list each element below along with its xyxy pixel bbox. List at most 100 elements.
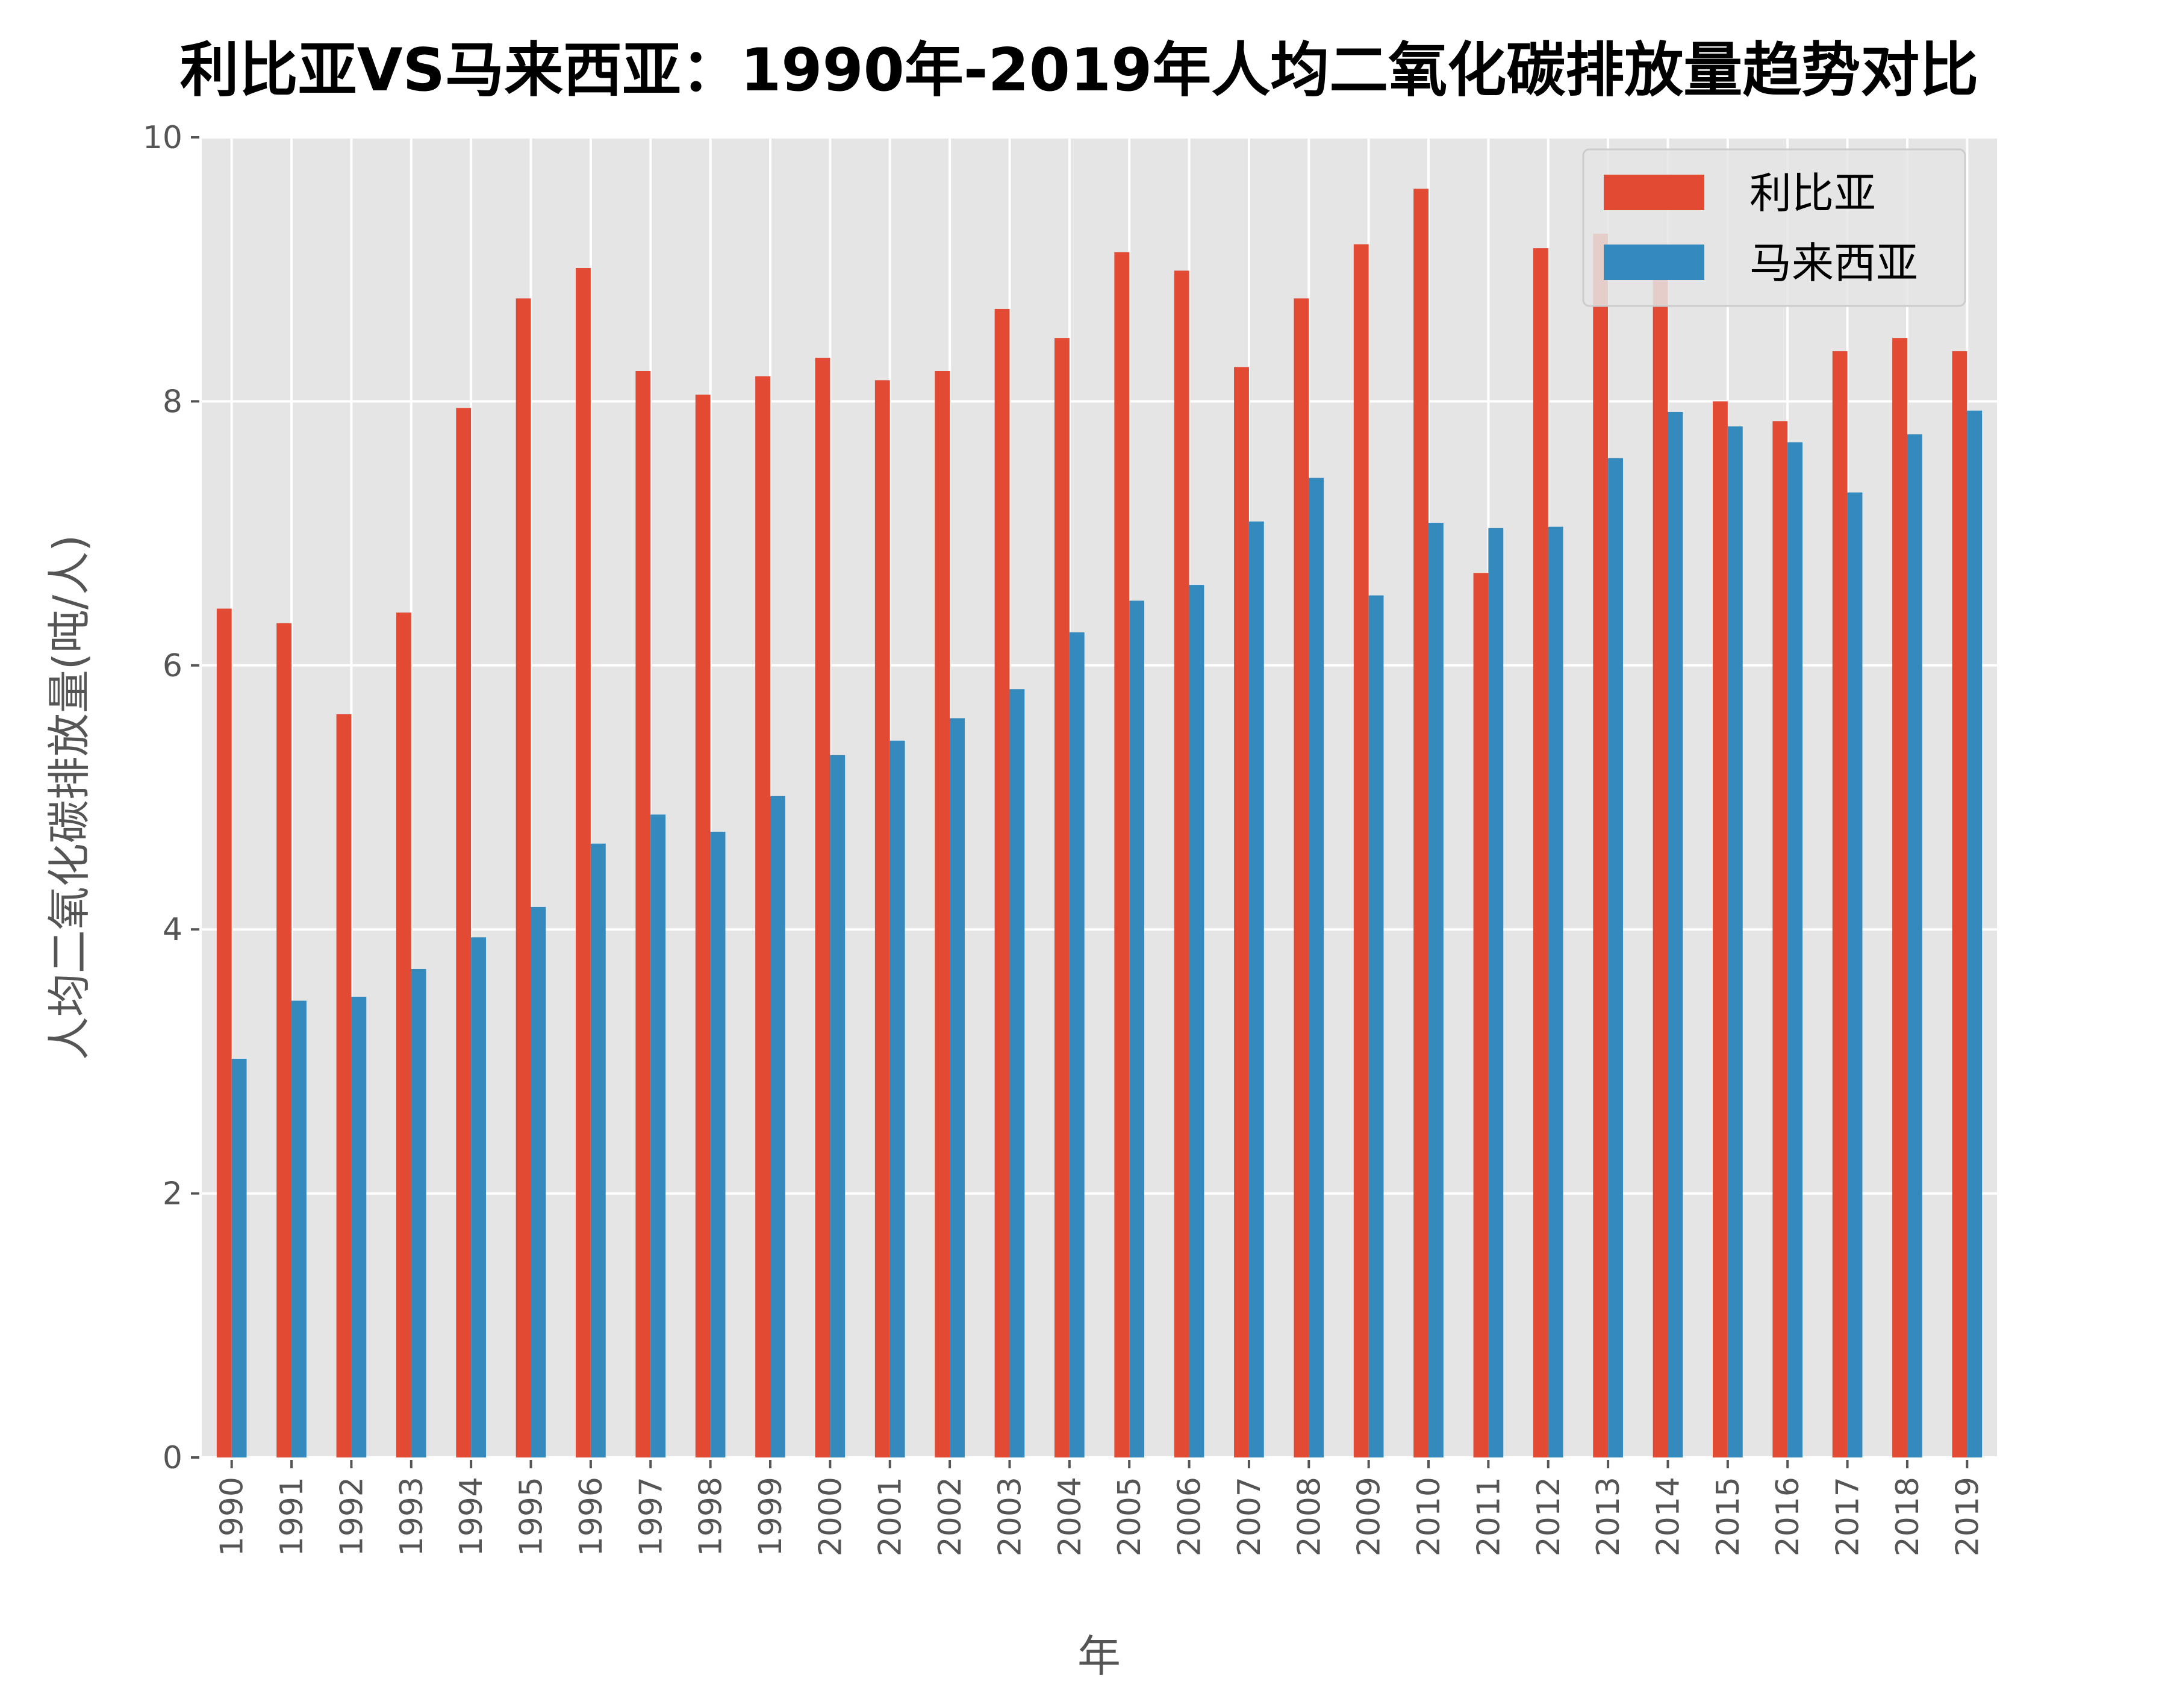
bar-malaysia-1996 <box>590 843 606 1457</box>
y-tick-label: 4 <box>163 912 182 948</box>
bar-malaysia-2017 <box>1847 492 1863 1458</box>
bar-malaysia-2012 <box>1548 526 1563 1457</box>
bar-malaysia-2005 <box>1129 600 1145 1457</box>
y-axis-ticks: 0 2 4 6 8 10 <box>143 120 199 1476</box>
y-tick-label: 8 <box>163 384 182 420</box>
bar-malaysia-2013 <box>1608 458 1623 1457</box>
bar-libya-2005 <box>1114 252 1130 1458</box>
bar-malaysia-2006 <box>1189 585 1204 1457</box>
bar-libya-1995 <box>516 298 531 1457</box>
bar-malaysia-1990 <box>231 1059 247 1457</box>
x-tick-label: 1993 <box>394 1477 430 1556</box>
legend-label-libya: 利比亚 <box>1749 169 1876 218</box>
x-tick-label: 2006 <box>1172 1477 1208 1556</box>
x-tick-label: 2009 <box>1351 1477 1388 1556</box>
bar-libya-2000 <box>815 358 830 1458</box>
bar-libya-2008 <box>1294 298 1309 1457</box>
bar-malaysia-2008 <box>1309 478 1324 1457</box>
x-tick-label: 2019 <box>1949 1477 1986 1556</box>
bar-libya-1998 <box>695 394 711 1458</box>
bar-libya-1991 <box>276 623 292 1457</box>
legend-label-malaysia: 马来西亚 <box>1749 238 1918 288</box>
x-tick-label: 2018 <box>1890 1477 1926 1556</box>
bar-malaysia-1993 <box>411 968 426 1457</box>
bar-malaysia-2014 <box>1668 411 1683 1457</box>
x-tick-label: 1994 <box>453 1477 490 1556</box>
bar-libya-2009 <box>1353 244 1369 1457</box>
x-tick-label: 2014 <box>1650 1477 1686 1556</box>
bar-libya-1992 <box>336 714 352 1457</box>
bar-libya-2011 <box>1473 573 1489 1457</box>
bar-malaysia-2015 <box>1727 426 1743 1457</box>
x-tick-label: 2000 <box>812 1477 849 1556</box>
bar-libya-2006 <box>1174 270 1189 1458</box>
bar-malaysia-1995 <box>531 906 546 1457</box>
bar-libya-1999 <box>755 376 770 1458</box>
x-tick-label: 2017 <box>1830 1477 1866 1556</box>
bar-libya-2015 <box>1713 401 1728 1457</box>
bar-malaysia-2016 <box>1787 442 1803 1457</box>
x-tick-label: 2005 <box>1112 1477 1148 1556</box>
y-tick-label: 0 <box>163 1440 182 1476</box>
bar-libya-2019 <box>1952 351 1967 1457</box>
bar-malaysia-1991 <box>291 1000 307 1457</box>
x-tick-label: 2010 <box>1411 1477 1447 1556</box>
x-tick-label: 1998 <box>693 1477 729 1556</box>
y-tick-label: 6 <box>163 648 182 684</box>
bar-libya-2001 <box>874 380 890 1457</box>
x-tick-label: 2002 <box>932 1477 968 1556</box>
x-tick-label: 1991 <box>274 1477 310 1556</box>
bar-libya-2007 <box>1234 367 1249 1458</box>
bar-malaysia-2019 <box>1967 410 1983 1457</box>
x-tick-label: 2013 <box>1590 1477 1627 1556</box>
bar-libya-2013 <box>1593 234 1609 1457</box>
bar-malaysia-2007 <box>1248 521 1264 1457</box>
x-tick-label: 2007 <box>1232 1477 1268 1556</box>
bar-libya-2014 <box>1653 279 1668 1458</box>
x-tick-label: 2016 <box>1770 1477 1806 1556</box>
legend-swatch-malaysia <box>1604 245 1704 280</box>
bar-libya-2012 <box>1533 248 1548 1458</box>
bar-libya-2003 <box>994 308 1010 1458</box>
bar-malaysia-2018 <box>1907 434 1922 1458</box>
legend-swatch-libya <box>1604 175 1704 210</box>
x-tick-label: 1997 <box>633 1477 669 1556</box>
chart-title: 利比亚VS马来西亚：1990年-2019年人均二氧化碳排放量趋势对比 <box>180 36 1979 105</box>
bar-malaysia-1999 <box>770 796 785 1457</box>
x-tick-label: 1999 <box>753 1477 789 1556</box>
x-tick-label: 2012 <box>1531 1477 1567 1556</box>
bar-libya-1996 <box>576 268 591 1457</box>
y-axis-label: 人均二氧化碳排放量(吨/人) <box>44 535 95 1060</box>
x-axis-label: 年 <box>1077 1631 1121 1682</box>
bar-malaysia-2003 <box>1009 689 1025 1457</box>
bar-malaysia-2004 <box>1069 632 1085 1457</box>
bar-malaysia-1997 <box>650 814 666 1457</box>
bar-malaysia-2010 <box>1428 523 1444 1458</box>
x-tick-label: 1995 <box>514 1477 550 1556</box>
x-tick-label: 2001 <box>873 1477 909 1556</box>
x-tick-label: 1992 <box>334 1477 370 1556</box>
bar-libya-1994 <box>456 408 472 1457</box>
y-tick-label: 2 <box>163 1176 182 1212</box>
bar-libya-2010 <box>1413 189 1429 1457</box>
bar-malaysia-1998 <box>710 831 726 1457</box>
bar-libya-2017 <box>1832 351 1848 1457</box>
x-tick-label: 2003 <box>992 1477 1028 1556</box>
bar-libya-2018 <box>1892 338 1907 1457</box>
x-tick-label: 2008 <box>1291 1477 1327 1556</box>
bar-libya-2002 <box>935 370 950 1457</box>
bar-malaysia-1994 <box>471 937 486 1457</box>
bar-libya-2016 <box>1772 421 1788 1457</box>
bar-malaysia-2011 <box>1488 528 1504 1457</box>
bar-libya-2004 <box>1054 338 1070 1457</box>
bar-malaysia-2009 <box>1368 595 1384 1457</box>
legend: 利比亚 马来西亚 <box>1582 148 1966 307</box>
x-axis-ticks: 1990 1991 1992 1993 1994 1995 1996 1997 1998 1999… <box>214 1460 1986 1556</box>
x-tick-label: 2011 <box>1471 1477 1507 1556</box>
y-tick-label: 10 <box>143 120 182 156</box>
bar-malaysia-2001 <box>889 740 905 1457</box>
plot-background <box>202 137 1997 1457</box>
bar-malaysia-2000 <box>830 755 846 1457</box>
bar-libya-1993 <box>396 612 411 1457</box>
